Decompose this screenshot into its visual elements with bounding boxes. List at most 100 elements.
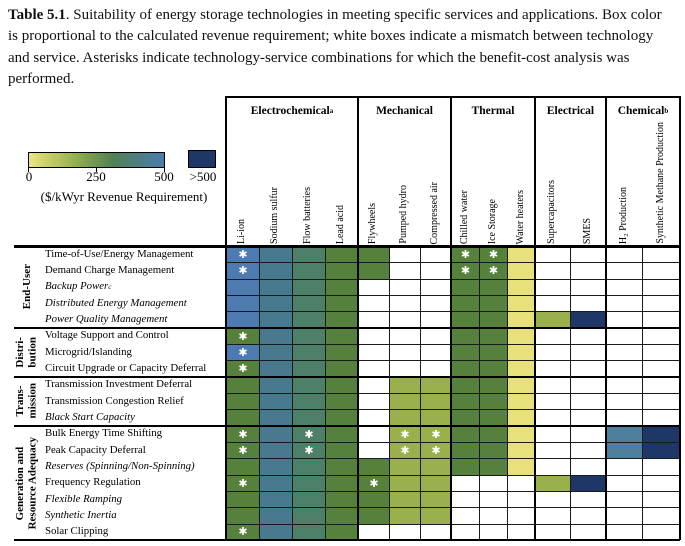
matrix-cell xyxy=(606,507,642,524)
matrix-cell xyxy=(451,343,479,361)
matrix-cell xyxy=(479,458,507,475)
matrix-cell xyxy=(420,360,451,377)
matrix-cell xyxy=(507,392,535,410)
matrix-cell: ✱ xyxy=(226,327,259,344)
matrix-cell xyxy=(642,327,680,344)
column-group-header: Chemical b xyxy=(617,104,669,117)
matrix-cell xyxy=(389,278,420,295)
matrix-cell: ✱ xyxy=(451,246,479,263)
legend-tick xyxy=(28,168,29,172)
matrix-cell xyxy=(507,474,535,491)
service-row-label: Reserves (Spinning/Non-Spinning) xyxy=(45,460,195,473)
matrix-cell xyxy=(389,246,420,263)
thick-border-line xyxy=(450,96,452,540)
tech-column-header: Ice Storage xyxy=(479,122,507,246)
thick-border-line xyxy=(605,96,607,540)
matrix-cell xyxy=(606,425,642,442)
matrix-cell xyxy=(507,327,535,344)
matrix-cell xyxy=(259,262,292,279)
benefit-cost-asterisk: ✱ xyxy=(304,444,314,458)
matrix-cell xyxy=(226,409,259,426)
matrix-cell xyxy=(259,490,292,508)
thick-border-line xyxy=(679,96,681,540)
matrix-cell xyxy=(389,474,420,491)
matrix-cell xyxy=(358,246,389,263)
matrix-cell xyxy=(226,490,259,508)
matrix-cell xyxy=(451,327,479,344)
service-row-label: Peak Capacity Deferral xyxy=(45,443,146,456)
matrix-cell xyxy=(570,392,606,410)
tech-column-label: Compressed air xyxy=(429,181,441,245)
matrix-cell xyxy=(420,262,451,279)
tech-column-header: Chilled water xyxy=(451,122,479,246)
matrix-cell xyxy=(507,523,535,540)
matrix-cell xyxy=(479,507,507,524)
matrix-cell xyxy=(642,262,680,279)
matrix-cell xyxy=(606,294,642,312)
matrix-cell xyxy=(479,343,507,361)
service-row-label: Flexible Ramping xyxy=(45,492,123,505)
matrix-cell xyxy=(259,441,292,459)
benefit-cost-asterisk: ✱ xyxy=(238,476,248,490)
legend-gradient-bar xyxy=(28,152,165,168)
matrix-cell: ✱ xyxy=(451,262,479,279)
matrix-cell xyxy=(535,262,570,279)
thick-border-line xyxy=(225,96,227,540)
matrix-cell xyxy=(292,392,325,410)
tech-column-label: Synthetic Methane Production xyxy=(654,122,666,244)
column-group-header: Electrical xyxy=(546,104,595,117)
matrix-cell xyxy=(642,507,680,524)
matrix-cell xyxy=(325,343,358,361)
matrix-cell xyxy=(535,376,570,393)
matrix-cell xyxy=(570,360,606,377)
benefit-cost-asterisk: ✱ xyxy=(431,427,441,441)
matrix-cell xyxy=(358,507,389,524)
tech-column-header: H₂ Production xyxy=(606,122,642,246)
benefit-cost-asterisk: ✱ xyxy=(238,346,248,360)
matrix-cell xyxy=(325,507,358,524)
matrix-cell xyxy=(259,343,292,361)
matrix-cell xyxy=(606,523,642,540)
matrix-cell: ✱ xyxy=(479,246,507,263)
matrix-cell xyxy=(259,246,292,263)
matrix-cell xyxy=(259,360,292,377)
matrix-cell xyxy=(420,311,451,328)
matrix-cell xyxy=(479,294,507,312)
matrix-cell xyxy=(420,409,451,426)
matrix-cell xyxy=(479,327,507,344)
matrix-cell: ✱ xyxy=(226,474,259,491)
matrix-cell xyxy=(420,474,451,491)
matrix-cell xyxy=(420,392,451,410)
matrix-cell xyxy=(226,311,259,328)
matrix-cell xyxy=(507,246,535,263)
matrix-cell xyxy=(642,360,680,377)
matrix-cell xyxy=(358,294,389,312)
matrix-cell xyxy=(226,507,259,524)
matrix-cell xyxy=(389,507,420,524)
matrix-cell xyxy=(226,294,259,312)
matrix-cell xyxy=(606,262,642,279)
tech-column-header: Lead acid xyxy=(325,122,358,246)
column-group-header: Thermal xyxy=(471,104,515,117)
benefit-cost-asterisk: ✱ xyxy=(238,444,248,458)
tech-column-header: Water heaters xyxy=(507,122,535,246)
thick-border-line xyxy=(534,96,536,540)
benefit-cost-asterisk: ✱ xyxy=(460,248,471,262)
matrix-cell xyxy=(292,474,325,491)
matrix-cell xyxy=(325,262,358,279)
matrix-cell xyxy=(570,246,606,263)
matrix-cell xyxy=(325,441,358,459)
matrix-cell xyxy=(226,392,259,410)
benefit-cost-asterisk: ✱ xyxy=(431,444,441,458)
matrix-cell xyxy=(389,523,420,540)
benefit-cost-asterisk: ✱ xyxy=(238,362,248,376)
matrix-cell xyxy=(325,360,358,377)
matrix-cell xyxy=(642,392,680,410)
matrix-cell xyxy=(606,490,642,508)
matrix-cell xyxy=(451,376,479,393)
matrix-cell xyxy=(259,523,292,540)
benefit-cost-asterisk: ✱ xyxy=(488,248,499,262)
matrix-cell xyxy=(507,425,535,442)
thick-border-line xyxy=(14,424,680,428)
